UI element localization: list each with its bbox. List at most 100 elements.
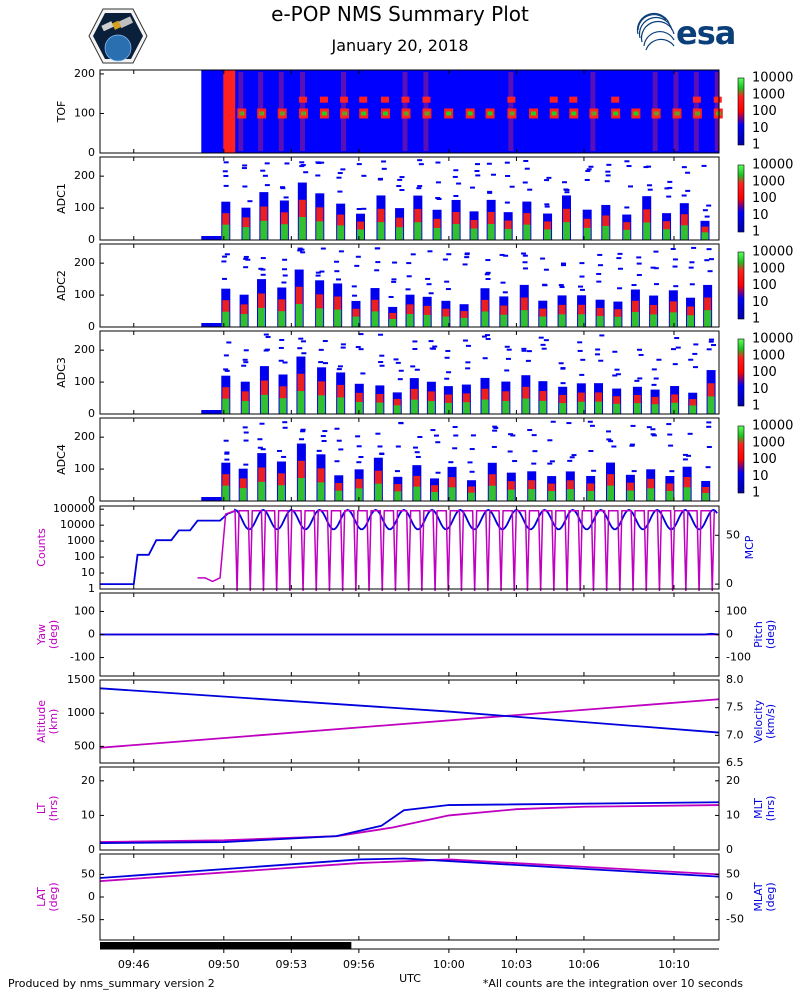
- y-tick-label-right: 0: [726, 628, 733, 641]
- adc-speck: [388, 295, 394, 298]
- adc-cell-green: [277, 485, 285, 501]
- adc-speck: [475, 174, 481, 177]
- y-axis-label-right-line: (deg): [764, 882, 777, 911]
- adc-speck: [432, 345, 438, 348]
- adc-speck: [355, 255, 361, 258]
- adc-speck: [318, 348, 324, 351]
- adc-speck: [543, 339, 549, 342]
- y-axis-label-right: Pitch (deg): [752, 620, 777, 649]
- adc-cell-green: [578, 314, 586, 327]
- adc-speck: [320, 247, 326, 250]
- tof-streak: [238, 72, 244, 151]
- adc-speck: [414, 368, 420, 371]
- adc-speck: [316, 162, 322, 165]
- adc-speck: [681, 194, 687, 197]
- tof-band-upper: [713, 96, 722, 103]
- adc-speck: [405, 288, 411, 291]
- adc-speck: [356, 445, 362, 448]
- adc-speck: [444, 356, 450, 359]
- adc-speck: [442, 258, 448, 261]
- tof-band-upper: [549, 96, 558, 103]
- adc-cell-green: [357, 229, 365, 240]
- adc-speck: [650, 428, 656, 431]
- tof-streak: [278, 72, 284, 151]
- adc-speck: [667, 180, 673, 183]
- adc-speck: [243, 255, 249, 258]
- adc-speck: [692, 366, 698, 369]
- adc-speck: [224, 452, 230, 455]
- adc-speck: [701, 164, 707, 167]
- adc-speck: [558, 284, 564, 287]
- tof-band-core: [715, 111, 721, 116]
- adc-cell-green: [242, 227, 250, 240]
- tof-band-upper: [319, 96, 328, 103]
- y-axis-label-right: MCP: [743, 535, 756, 559]
- adc-cell-green: [433, 227, 441, 240]
- adc-speck: [282, 361, 288, 364]
- y-axis-label-left-line: Altitude: [35, 700, 48, 743]
- adc-speck: [531, 462, 537, 465]
- colorbar-tick: 100: [752, 191, 777, 206]
- adc-cell-green: [633, 403, 641, 414]
- series-line: [99, 801, 720, 844]
- y-axis-label-left-line: LT: [35, 803, 48, 815]
- adc-speck: [337, 172, 343, 175]
- adc-speck: [540, 343, 546, 346]
- adc-speck: [608, 440, 614, 443]
- y-tick-label: 100: [74, 604, 95, 617]
- adc-speck: [485, 259, 491, 262]
- adc-speck: [596, 280, 602, 283]
- tof-band-core: [467, 111, 473, 116]
- adc-speck: [670, 348, 676, 351]
- adc-speck: [612, 350, 618, 353]
- y-axis-label-right-line: MCP: [743, 535, 756, 559]
- adc-speck: [666, 423, 672, 426]
- y-tick-label: 0: [88, 494, 95, 507]
- adc-speck: [656, 358, 662, 361]
- adc-speck: [462, 263, 468, 266]
- adc-speck: [706, 348, 712, 351]
- adc-cell-green: [444, 402, 452, 414]
- adc-cell-green: [613, 403, 621, 414]
- adc-speck: [492, 429, 498, 432]
- tof-streak: [258, 72, 264, 151]
- adc-speck: [606, 430, 612, 433]
- adc-cell-green: [596, 316, 604, 327]
- adc-speck: [263, 333, 269, 336]
- tof-band-upper: [569, 96, 578, 103]
- x-tick-label: 09:50: [208, 958, 240, 971]
- adc-speck: [522, 261, 528, 264]
- adc-speck: [486, 162, 492, 165]
- adc-speck: [397, 178, 403, 181]
- adc-speck: [617, 267, 623, 270]
- adc-speck: [399, 188, 405, 191]
- adc-speck: [316, 449, 322, 452]
- y-tick-label: 50: [81, 867, 95, 880]
- y-tick-label: 100: [74, 288, 95, 301]
- tof-band-core: [361, 111, 367, 116]
- y-tick-label: -100: [70, 651, 95, 664]
- adc-cell-green: [278, 311, 286, 327]
- adc-speck: [280, 187, 286, 190]
- adc-speck: [650, 433, 656, 436]
- adc-speck: [492, 425, 498, 428]
- adc-cell-green: [470, 228, 478, 240]
- tof-band-core: [259, 111, 265, 116]
- y-axis-label-right: Velocity (km/s): [752, 699, 777, 743]
- adc-speck: [352, 294, 358, 297]
- colorbar-tick: 10000: [752, 71, 793, 86]
- adc-speck: [322, 430, 328, 433]
- adc-cell-green: [374, 483, 382, 501]
- adc-speck: [685, 171, 691, 174]
- adc-speck: [589, 424, 595, 427]
- adc-speck: [417, 185, 423, 188]
- adc-cell-green: [279, 398, 287, 414]
- x-tick-label: 09:53: [275, 958, 307, 971]
- y-tick-label: 200: [74, 169, 95, 182]
- adc-cell-green: [337, 225, 345, 240]
- adc-speck: [630, 443, 636, 446]
- adc-onset: [201, 236, 222, 240]
- adc-speck: [708, 258, 714, 261]
- adc-speck: [499, 253, 505, 256]
- colorbar-tick: 1: [752, 399, 760, 414]
